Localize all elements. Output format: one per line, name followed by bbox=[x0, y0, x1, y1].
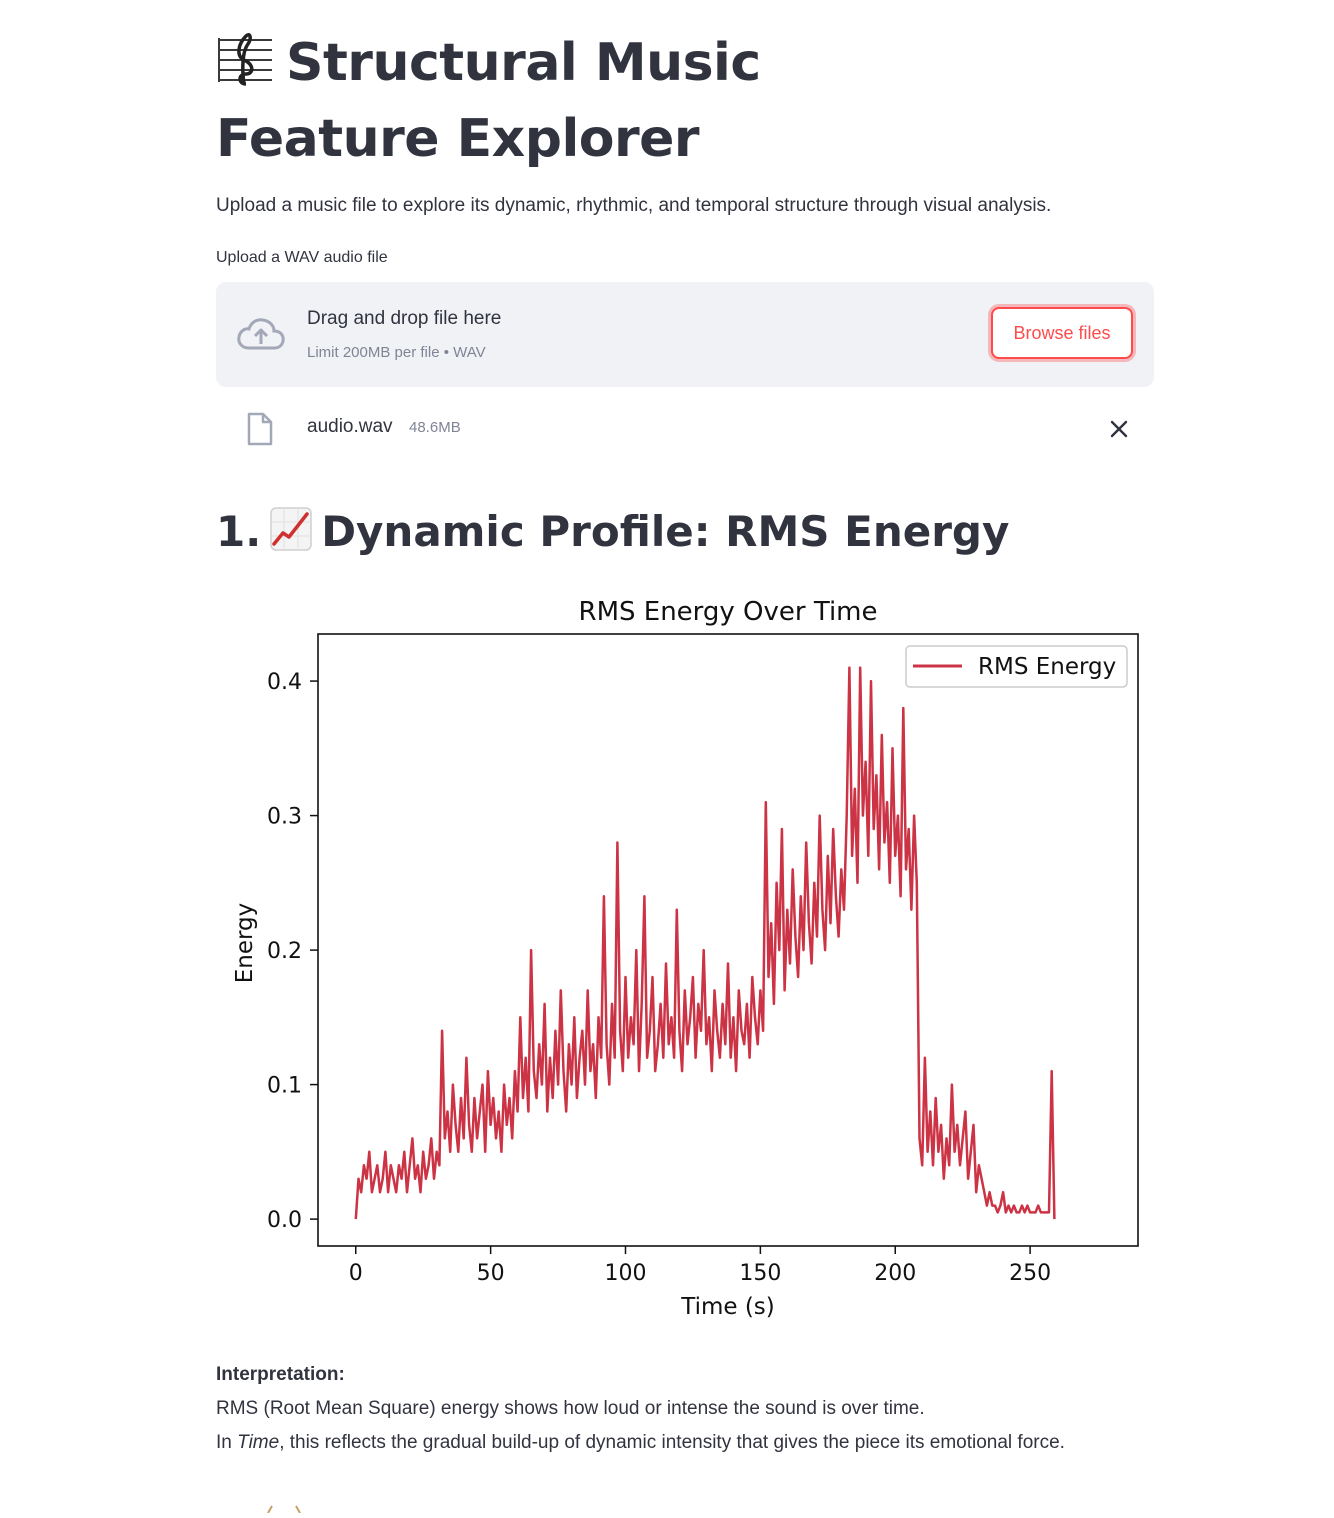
browse-files-button[interactable]: Browse files bbox=[991, 307, 1133, 359]
section-heading: 1. Dynamic Profile: RMS Energy bbox=[216, 502, 1009, 568]
x-tick-label: 50 bbox=[477, 1261, 505, 1286]
y-tick-label: 0.2 bbox=[267, 939, 302, 964]
interpretation-piece-title: Time bbox=[237, 1432, 280, 1453]
x-tick-label: 100 bbox=[605, 1261, 647, 1286]
next-section-icon-partial bbox=[262, 1500, 310, 1518]
y-tick-label: 0.1 bbox=[267, 1074, 302, 1099]
interpretation-line-2-prefix: In bbox=[216, 1432, 238, 1453]
series-line-rms-energy bbox=[354, 666, 1056, 1220]
chart-title: RMS Energy Over Time bbox=[579, 597, 878, 627]
x-tick-label: 250 bbox=[1009, 1261, 1051, 1286]
y-tick-label: 0.4 bbox=[267, 670, 302, 695]
x-tick-label: 200 bbox=[874, 1261, 916, 1286]
interpretation-line-2-suffix: , this reflects the gradual build-up of … bbox=[279, 1432, 1065, 1453]
file-dropzone[interactable]: Drag and drop file here Limit 200MB per … bbox=[216, 282, 1154, 387]
uploaded-file-row: audio.wav 48.6MB bbox=[216, 402, 1154, 458]
page-title-text: Structural Music Feature Explorer bbox=[216, 33, 761, 169]
section-number: 1. bbox=[216, 507, 262, 556]
x-tick-label: 0 bbox=[349, 1261, 363, 1286]
page-title: Structural Music Feature Explorer bbox=[216, 28, 976, 174]
chart-increasing-icon bbox=[269, 506, 313, 568]
close-icon[interactable] bbox=[1108, 418, 1130, 445]
interpretation-line-1: RMS (Root Mean Square) energy shows how … bbox=[216, 1398, 925, 1419]
cloud-upload-icon bbox=[236, 316, 286, 357]
y-tick-label: 0.3 bbox=[267, 805, 302, 830]
x-axis-label: Time (s) bbox=[680, 1294, 775, 1320]
intro-text: Upload a music file to explore its dynam… bbox=[216, 195, 1052, 216]
interpretation-block: Interpretation: RMS (Root Mean Square) e… bbox=[216, 1358, 1154, 1460]
musical-score-icon bbox=[216, 30, 274, 104]
y-axis-label: Energy bbox=[232, 903, 258, 984]
dropzone-title: Drag and drop file here bbox=[307, 308, 502, 329]
interpretation-line-2: In Time, this reflects the gradual build… bbox=[216, 1426, 1154, 1460]
legend: RMS Energy bbox=[905, 645, 1128, 688]
section-title-text: Dynamic Profile: RMS Energy bbox=[321, 507, 1010, 556]
file-icon bbox=[246, 412, 274, 451]
file-name: audio.wav bbox=[307, 416, 393, 437]
x-tick-label: 150 bbox=[739, 1261, 781, 1286]
rms-energy-chart-svg: RMS Energy Over Time 0 50 100 150 200 250 0.0 0… bbox=[232, 597, 1139, 1320]
rms-energy-chart: RMS Energy Over Time 0 50 100 150 200 250 0.0 0… bbox=[216, 580, 1154, 1335]
legend-entry: RMS Energy bbox=[978, 654, 1116, 680]
plot-frame bbox=[317, 633, 1139, 1247]
upload-label: Upload a WAV audio file bbox=[216, 249, 388, 266]
y-tick-label: 0.0 bbox=[267, 1208, 302, 1233]
dropzone-limit: Limit 200MB per file • WAV bbox=[307, 344, 486, 361]
interpretation-heading: Interpretation: bbox=[216, 1364, 345, 1385]
file-size: 48.6MB bbox=[409, 419, 461, 436]
